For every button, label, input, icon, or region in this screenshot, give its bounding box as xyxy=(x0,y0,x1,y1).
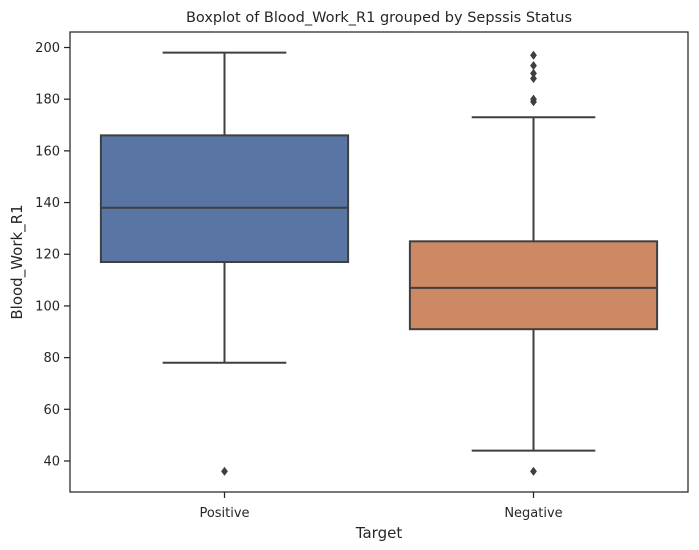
x-tick-label: Positive xyxy=(199,506,249,521)
x-tick-label: Negative xyxy=(504,506,562,521)
outlier-point xyxy=(530,50,537,60)
outlier-point xyxy=(221,466,228,476)
outlier-point xyxy=(530,73,537,84)
y-tick-label: 160 xyxy=(35,144,60,159)
y-tick-label: 60 xyxy=(43,403,60,418)
y-axis-label: Blood_Work_R1 xyxy=(8,204,27,319)
chart-title: Boxplot of Blood_Work_R1 grouped by Seps… xyxy=(186,10,572,26)
y-tick-label: 200 xyxy=(35,41,60,56)
x-axis-label: Target xyxy=(355,524,403,542)
plot-area xyxy=(99,50,659,476)
y-tick-label: 80 xyxy=(43,351,60,366)
outlier-point xyxy=(530,68,537,78)
y-axis: 40 60 80 100 120 140 160 180 200 xyxy=(35,41,70,469)
iqr-box xyxy=(99,134,350,263)
plot-frame xyxy=(69,31,689,493)
y-tick-label: 120 xyxy=(35,248,60,263)
x-axis: Positive Negative xyxy=(199,492,563,521)
iqr-box xyxy=(408,240,659,331)
box-negative xyxy=(408,50,659,476)
outlier-point xyxy=(530,466,537,476)
y-tick-label: 140 xyxy=(35,196,60,211)
y-tick-label: 180 xyxy=(35,93,60,108)
y-tick-label: 100 xyxy=(35,299,60,314)
box-positive xyxy=(99,51,350,476)
y-tick-label: 40 xyxy=(43,454,60,469)
outlier-point xyxy=(530,60,537,71)
outlier-point xyxy=(530,94,537,104)
